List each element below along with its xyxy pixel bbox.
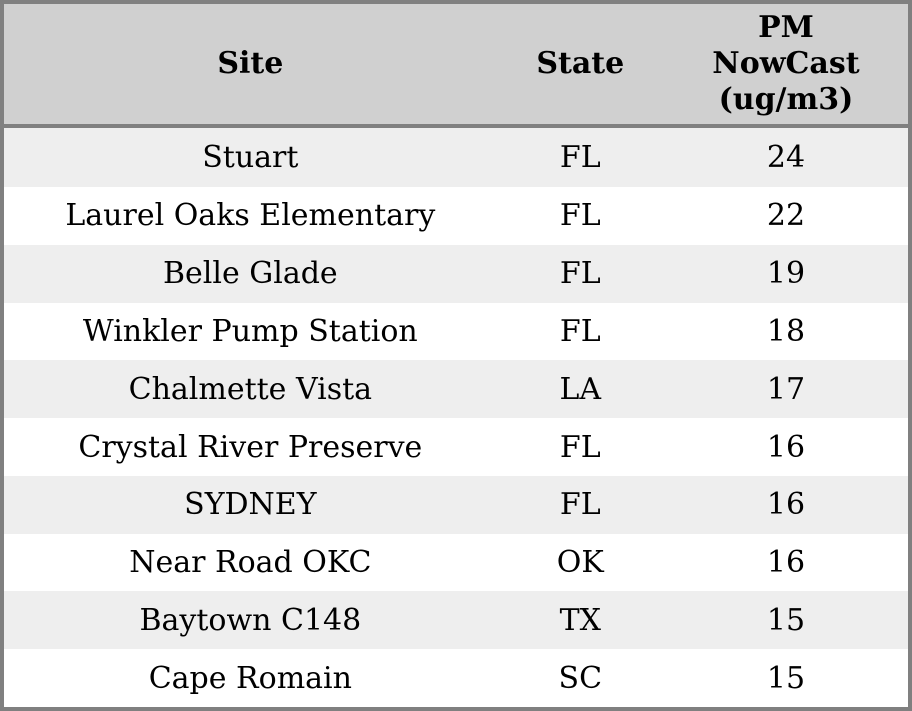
- state-cell: FL: [559, 429, 601, 465]
- table-row: Laurel Oaks Elementary FL 22: [4, 187, 908, 245]
- table-row: Stuart FL 24: [4, 126, 908, 188]
- pm-nowcast-cell: 16: [766, 429, 806, 465]
- state-cell: FL: [559, 487, 601, 523]
- state-cell: LA: [559, 371, 602, 407]
- state-cell: TX: [559, 602, 601, 638]
- table-row: Belle Glade FL 19: [4, 244, 908, 303]
- state-cell: FL: [559, 313, 601, 349]
- column-header-state: State: [496, 4, 664, 128]
- table-body: Stuart FL 24 Laurel Oaks Elementary FL 2…: [4, 126, 908, 707]
- table-row: Winkler Pump Station FL 18: [4, 302, 908, 361]
- pm-nowcast-cell: 22: [766, 198, 806, 234]
- pm-nowcast-cell: 17: [766, 371, 806, 407]
- site-cell: Baytown C148: [139, 602, 362, 638]
- site-cell: Winkler Pump Station: [82, 313, 418, 349]
- pm-nowcast-cell: 19: [766, 256, 806, 292]
- site-cell: SYDNEY: [184, 487, 317, 523]
- pm-nowcast-cell: 15: [766, 602, 806, 638]
- site-cell: Cape Romain: [148, 660, 352, 696]
- site-cell: Chalmette Vista: [128, 371, 373, 407]
- header-row: Site State PM NowCast (ug/m3): [4, 4, 908, 128]
- table-row: Crystal River Preserve FL 16: [4, 418, 908, 476]
- table-row: Near Road OKC OK 16: [4, 533, 908, 592]
- site-cell: Near Road OKC: [129, 545, 372, 581]
- pm-nowcast-cell: 16: [766, 545, 806, 581]
- state-cell: OK: [556, 545, 604, 581]
- table-header: Site State PM NowCast (ug/m3): [4, 4, 908, 128]
- site-cell: Stuart: [202, 140, 299, 176]
- site-cell: Belle Glade: [162, 256, 338, 292]
- state-cell: FL: [559, 256, 601, 292]
- data-table: Site State PM NowCast (ug/m3) Stuart FL …: [4, 4, 908, 707]
- state-cell: SC: [558, 660, 603, 696]
- pm-nowcast-cell: 24: [766, 140, 806, 176]
- column-header-site: Site: [4, 4, 497, 128]
- site-cell: Crystal River Preserve: [78, 429, 423, 465]
- pm-nowcast-cell: 18: [766, 313, 806, 349]
- pm-nowcast-cell: 16: [766, 487, 806, 523]
- state-cell: FL: [559, 198, 601, 234]
- pm-nowcast-cell: 15: [766, 660, 806, 696]
- table-row: SYDNEY FL 16: [4, 475, 908, 534]
- state-cell: FL: [559, 140, 601, 176]
- table-row: Chalmette Vista LA 17: [4, 360, 908, 419]
- table-row: Cape Romain SC 15: [4, 649, 908, 707]
- column-header-pm-nowcast: PM NowCast (ug/m3): [663, 4, 908, 128]
- site-cell: Laurel Oaks Elementary: [65, 198, 436, 234]
- table-row: Baytown C148 TX 15: [4, 591, 908, 650]
